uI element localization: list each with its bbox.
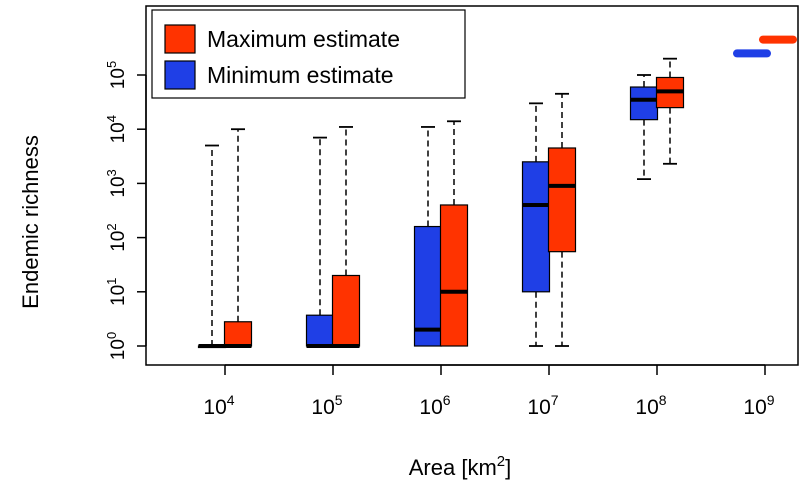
y-tick-label: 103 [104,169,129,197]
x-tick-label: 109 [743,392,774,419]
box [439,204,469,347]
legend-swatch [164,60,196,90]
legend-label: Maximum estimate [207,26,400,52]
x-tick-label: 105 [311,392,342,419]
y-tick-label: 101 [104,278,129,306]
x-axis-label: Area [km2] [409,453,512,480]
y-tick-label: 105 [104,61,129,89]
legend-label: Minimum estimate [207,62,394,88]
box [547,147,577,253]
y-tick-label: 102 [104,223,129,251]
y-tick-label: 100 [104,332,129,360]
y-axis-label: Endemic richness [18,135,43,309]
axes: 100 101 102 103 104 105 104 105 106 107 108 109 [104,5,799,419]
box [331,274,361,347]
legend-swatch [164,24,196,54]
x-tick-label: 107 [527,392,558,419]
box [223,321,253,347]
x-tick-label: 106 [419,392,450,419]
box [305,314,335,347]
legend-box [151,9,466,99]
box [629,86,659,121]
box [521,161,551,293]
x-tick-label: 104 [203,392,234,419]
x-tick-label: 108 [635,392,666,419]
box [413,225,443,347]
legend: Maximum estimate Minimum estimate [151,9,466,99]
y-tick-label: 104 [104,115,129,143]
plot-area [197,35,797,349]
